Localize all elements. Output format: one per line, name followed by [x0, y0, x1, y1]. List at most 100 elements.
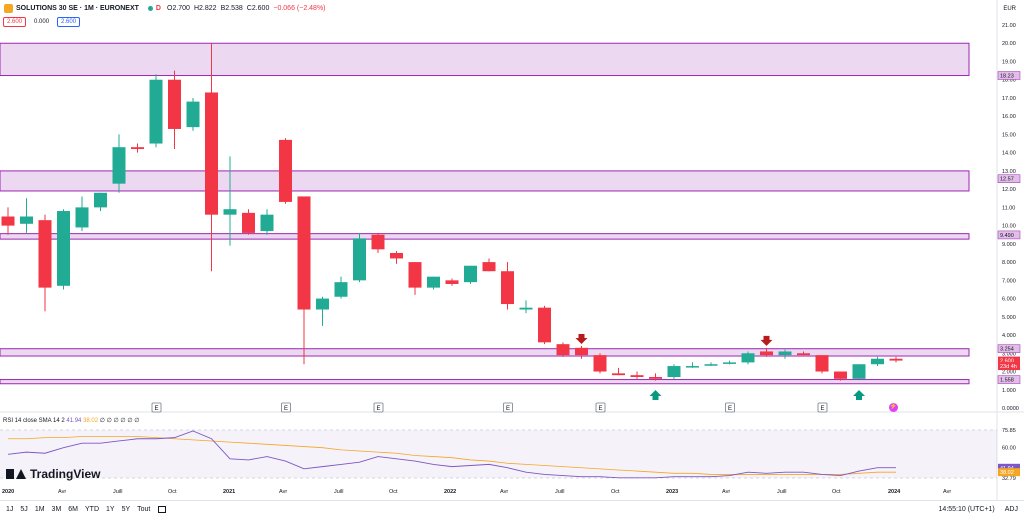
candle-body[interactable] [279, 139, 292, 202]
price-tick-label: 12.00 [1002, 187, 1016, 193]
time-tick-label: Avr [500, 489, 508, 495]
range-1m[interactable]: 1M [34, 505, 45, 513]
earnings-marker[interactable] [595, 402, 606, 413]
candle-body[interactable] [297, 196, 311, 310]
ask-button[interactable]: 2.600 [57, 17, 81, 27]
candle-body[interactable] [501, 271, 514, 305]
price-tick-label: 8.000 [1002, 260, 1016, 266]
zone-rect[interactable] [0, 42, 970, 77]
candle-body[interactable] [852, 364, 866, 379]
range-5j[interactable]: 5J [20, 505, 28, 513]
time-tick-label: 2024 [888, 489, 901, 495]
calendar-icon[interactable] [158, 505, 167, 513]
candle-body[interactable] [38, 220, 52, 288]
sma-line [8, 436, 896, 475]
ohlc-close: C2.600 [247, 5, 270, 12]
currency-label[interactable]: EUR [1003, 6, 1016, 12]
candle-body[interactable] [482, 262, 496, 272]
range-1j[interactable]: 1J [6, 505, 14, 513]
zone-rect[interactable] [0, 233, 970, 240]
adj-button[interactable]: ADJ [1004, 505, 1018, 513]
range-5y[interactable]: 5Y [121, 505, 131, 513]
range-1y[interactable]: 1Y [106, 505, 115, 513]
candle-body[interactable] [94, 192, 107, 208]
zone-rect[interactable] [0, 379, 970, 385]
candle-body[interactable] [260, 214, 274, 232]
earnings-marker[interactable] [817, 402, 828, 413]
candle-body[interactable] [131, 147, 144, 150]
candle-body[interactable] [205, 92, 218, 215]
candle-body[interactable] [168, 79, 181, 129]
open-value: 2.700 [172, 4, 190, 12]
rsi-legend[interactable]: RSI 14 close SMA 14 2 41.94 38.02 ∅ ∅ ∅ … [3, 417, 139, 424]
candle-body[interactable] [519, 307, 533, 310]
price-label-text: 2.600 [1000, 359, 1014, 365]
candle-body[interactable] [316, 298, 329, 310]
time-tick-label: 2020 [2, 489, 14, 495]
symbol-header[interactable]: SOLUTIONS 30 SE · 1M · EURONEXT D O2.700… [0, 0, 326, 16]
candle-body[interactable] [723, 362, 736, 364]
candle-body[interactable] [871, 358, 884, 365]
candle-body[interactable] [612, 373, 625, 376]
time-tick-label: Avr [722, 489, 730, 495]
earnings-marker[interactable] [725, 402, 735, 413]
range-3m[interactable]: 3M [51, 505, 62, 513]
price-label-text: 12.57 [1000, 177, 1014, 183]
symbol-title[interactable]: SOLUTIONS 30 SE · 1M · EURONEXT [16, 4, 139, 12]
candle-body[interactable] [778, 351, 792, 356]
candle-body[interactable] [242, 212, 255, 233]
range-6m[interactable]: 6M [68, 505, 79, 513]
zone-rect[interactable] [0, 348, 970, 357]
high-label: H [193, 4, 200, 12]
candle-body[interactable] [353, 238, 366, 281]
range-ytd[interactable]: YTD [85, 505, 100, 513]
candle-body[interactable] [464, 265, 477, 283]
zone-rect[interactable] [0, 170, 970, 192]
candle-body[interactable] [186, 101, 200, 128]
candle-body[interactable] [834, 371, 847, 379]
candle-body[interactable] [57, 211, 70, 286]
candle-body[interactable] [797, 353, 810, 356]
candle-body[interactable] [390, 252, 403, 259]
candle-body[interactable] [334, 282, 348, 297]
bid-button[interactable]: 2.600 [3, 17, 27, 27]
price-tick-label: 17.00 [1002, 96, 1016, 102]
candle-body[interactable] [538, 307, 551, 343]
bottom-toolbar: 1J 5J 1M 3M 6M YTD 1Y 5Y Tout 14:55:10 (… [0, 500, 1024, 517]
candle-body[interactable] [556, 344, 570, 356]
candle-body[interactable] [75, 207, 89, 228]
candle-body[interactable] [445, 280, 459, 284]
candle-body[interactable] [686, 366, 699, 368]
candle-body[interactable] [815, 355, 829, 372]
lightning-icon[interactable]: ⚡ [889, 403, 898, 412]
tradingview-logo[interactable]: TradingView [6, 467, 100, 481]
earnings-marker[interactable] [281, 402, 291, 413]
candle-body[interactable] [223, 209, 237, 215]
candle-body[interactable] [889, 358, 903, 361]
earnings-marker[interactable] [503, 402, 513, 413]
clock-time[interactable]: 14:55:10 (UTC+1) [938, 505, 995, 513]
candle-body[interactable] [760, 351, 773, 356]
candle-body[interactable] [20, 216, 33, 224]
candle-body[interactable] [593, 355, 607, 372]
range-all[interactable]: Tout [137, 505, 151, 513]
candle-body[interactable] [371, 234, 385, 250]
candle-body[interactable] [1, 216, 15, 226]
candle-body[interactable] [149, 79, 163, 144]
rsi-tick-label: 60.00 [1002, 446, 1016, 452]
earnings-marker[interactable] [151, 402, 162, 413]
time-tick-label: Avr [279, 489, 287, 495]
candle-body[interactable] [704, 364, 718, 366]
candle-body[interactable] [575, 347, 588, 356]
candle-body[interactable] [649, 376, 662, 379]
candle-body[interactable] [630, 375, 644, 377]
candle-body[interactable] [667, 366, 681, 377]
candle-body[interactable] [112, 147, 126, 184]
earnings-marker[interactable] [373, 402, 384, 413]
candle-body[interactable] [408, 262, 422, 288]
range-selector: 1J 5J 1M 3M 6M YTD 1Y 5Y Tout [6, 506, 150, 513]
candle-body[interactable] [427, 276, 440, 288]
candle-body[interactable] [741, 353, 755, 363]
ohlc-high: H2.822 [194, 5, 217, 12]
